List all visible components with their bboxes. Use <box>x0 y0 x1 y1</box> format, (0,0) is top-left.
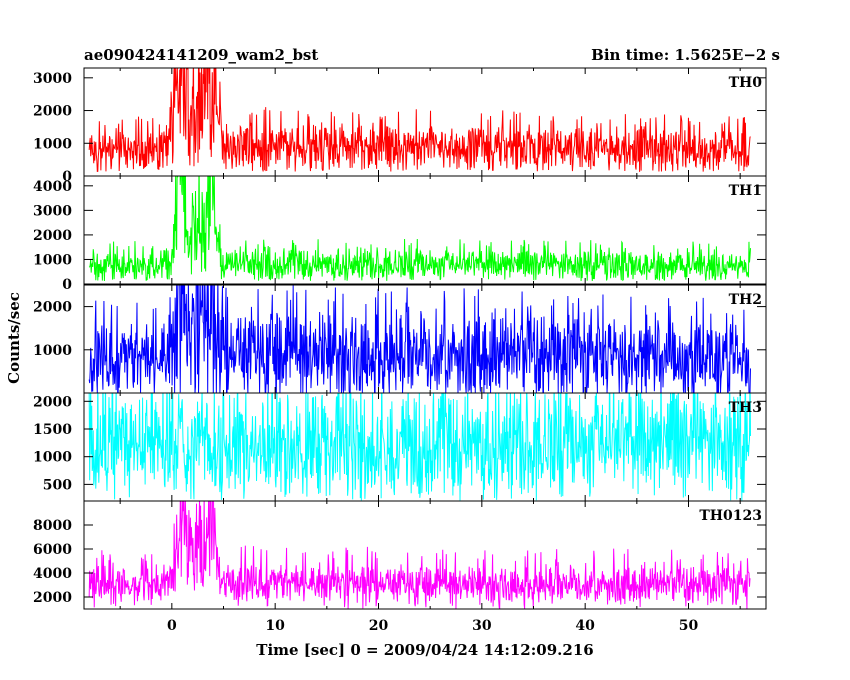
panel-frame <box>83 500 767 610</box>
y-tick-label: 4000 <box>33 179 72 195</box>
y-tick-label: 1000 <box>33 343 72 359</box>
y-tick-label: 2000 <box>33 104 72 120</box>
x-axis-label: Time [sec] 0 = 2009/04/24 14:12:09.216 <box>256 641 593 659</box>
x-tick-label: 40 <box>575 618 595 634</box>
series-th1 <box>88 176 751 282</box>
panel-th0: 0 1000 2000 3000 TH0 <box>33 67 767 185</box>
series-th0 <box>88 68 751 173</box>
panel-label: TH3 <box>729 400 762 416</box>
y-tick-label: 500 <box>43 477 72 493</box>
y-tick-label: 2000 <box>33 394 72 410</box>
panel-label: TH1 <box>729 183 762 199</box>
y-tick-label: 0 <box>62 277 72 293</box>
panel-th0123: 2000 4000 6000 8000 TH0123 <box>33 500 767 610</box>
y-tick-label: 1000 <box>33 136 72 152</box>
series-th2 <box>88 285 751 393</box>
x-tick-label: 10 <box>265 618 285 634</box>
panel-th3: 500 1000 1500 2000 TH3 <box>33 392 767 502</box>
x-tick-label: 20 <box>369 618 389 634</box>
panel-th1: 0 1000 2000 3000 4000 TH1 <box>33 175 767 293</box>
y-axis-label: Counts/sec <box>5 292 23 384</box>
panel-label: TH2 <box>729 292 762 308</box>
x-tick-label: 30 <box>472 618 492 634</box>
panel-frame <box>83 175 767 285</box>
y-tick-label: 0 <box>62 169 72 185</box>
y-tick-label: 2000 <box>33 228 72 244</box>
series-th3 <box>88 393 751 501</box>
y-tick-label: 1000 <box>33 252 72 268</box>
y-tick-label: 1500 <box>33 422 72 438</box>
y-tick-label: 6000 <box>33 542 72 558</box>
panel-th2: 1000 2000 TH2 <box>33 284 767 394</box>
y-tick-label: 2000 <box>33 300 72 316</box>
y-tick-label: 3000 <box>33 71 72 87</box>
y-tick-label: 4000 <box>33 566 72 582</box>
y-tick-label: 1000 <box>33 450 72 466</box>
x-tick-label: 0 <box>167 618 177 634</box>
panel-label: TH0123 <box>699 508 762 524</box>
y-tick-label: 2000 <box>33 590 72 606</box>
chart-title: ae090424141209_wam2_bst <box>84 46 318 64</box>
x-tick-label: 50 <box>679 618 699 634</box>
series-th0123 <box>88 501 751 609</box>
bin-time-label: Bin time: 1.5625E−2 s <box>591 46 780 64</box>
y-tick-label: 8000 <box>33 518 72 534</box>
y-tick-label: 3000 <box>33 203 72 219</box>
panel-label: TH0 <box>729 75 763 91</box>
